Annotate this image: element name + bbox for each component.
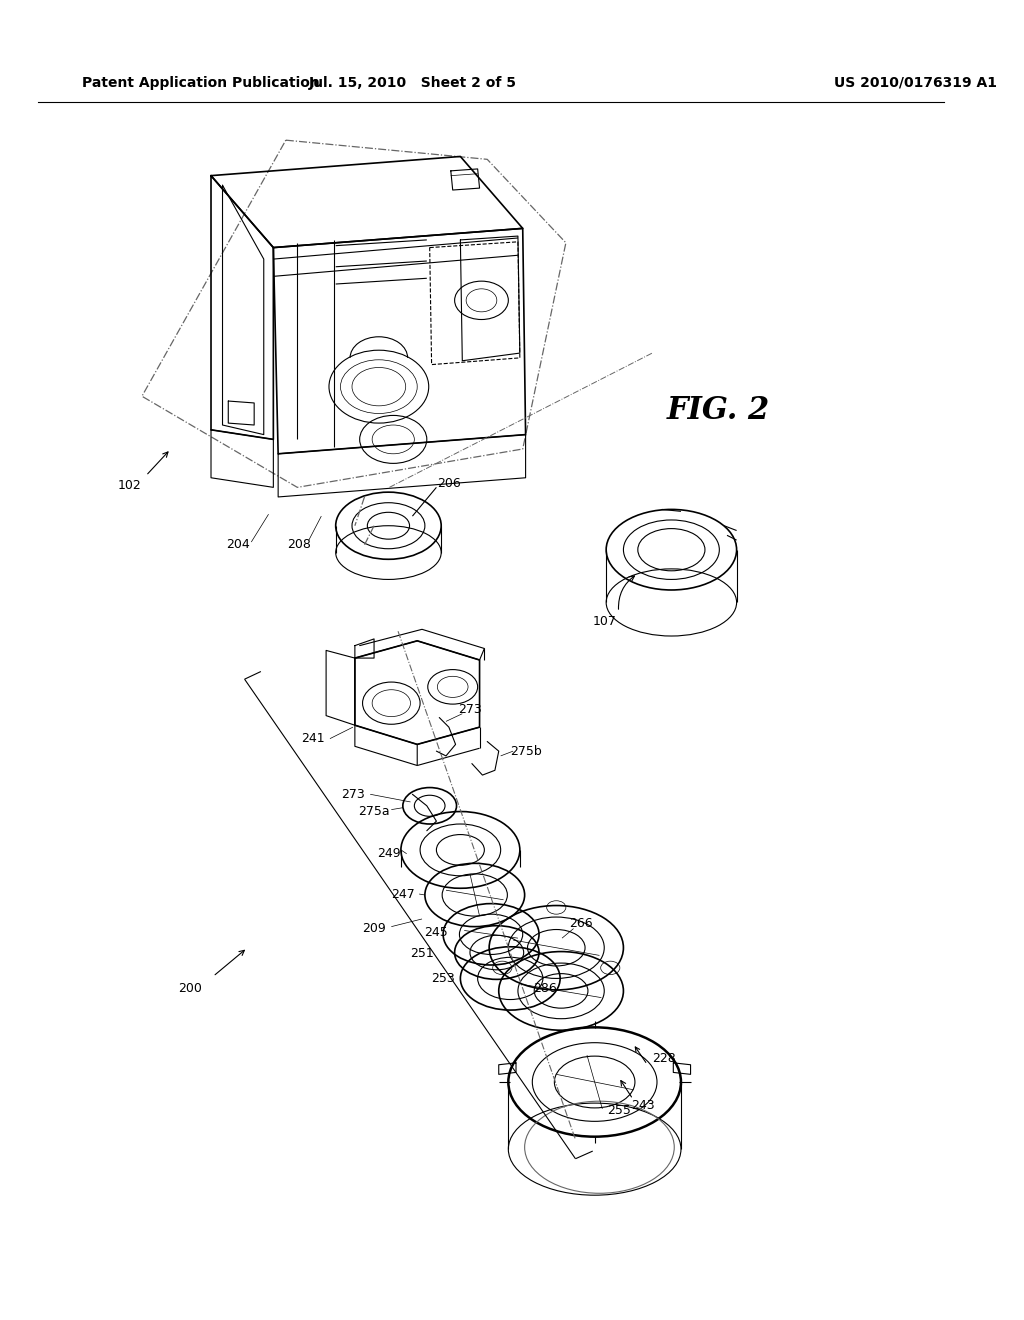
Text: 275b: 275b [510,744,542,758]
Text: Patent Application Publication: Patent Application Publication [82,75,319,90]
Text: 209: 209 [362,923,386,935]
Text: 253: 253 [431,972,455,985]
Text: 275a: 275a [358,805,390,818]
Text: 102: 102 [118,479,141,492]
Text: 251: 251 [411,946,434,960]
Text: 247: 247 [391,887,415,900]
Text: 107: 107 [592,615,616,628]
Text: 228: 228 [652,1052,676,1064]
Text: 204: 204 [226,539,250,552]
Text: 255: 255 [606,1105,631,1117]
Text: 241: 241 [301,733,325,746]
Text: 206: 206 [437,477,461,490]
Text: 273: 273 [341,788,365,801]
Text: 266: 266 [569,917,593,931]
Text: 208: 208 [288,539,311,552]
Text: 286: 286 [532,982,557,994]
Text: Jul. 15, 2010   Sheet 2 of 5: Jul. 15, 2010 Sheet 2 of 5 [308,75,516,90]
Text: 273: 273 [458,704,482,717]
Text: US 2010/0176319 A1: US 2010/0176319 A1 [835,75,997,90]
Text: 200: 200 [178,982,202,994]
Text: 245: 245 [425,925,449,939]
Text: 249: 249 [378,847,401,861]
Text: 243: 243 [631,1100,654,1113]
Text: FIG. 2: FIG. 2 [667,395,770,426]
